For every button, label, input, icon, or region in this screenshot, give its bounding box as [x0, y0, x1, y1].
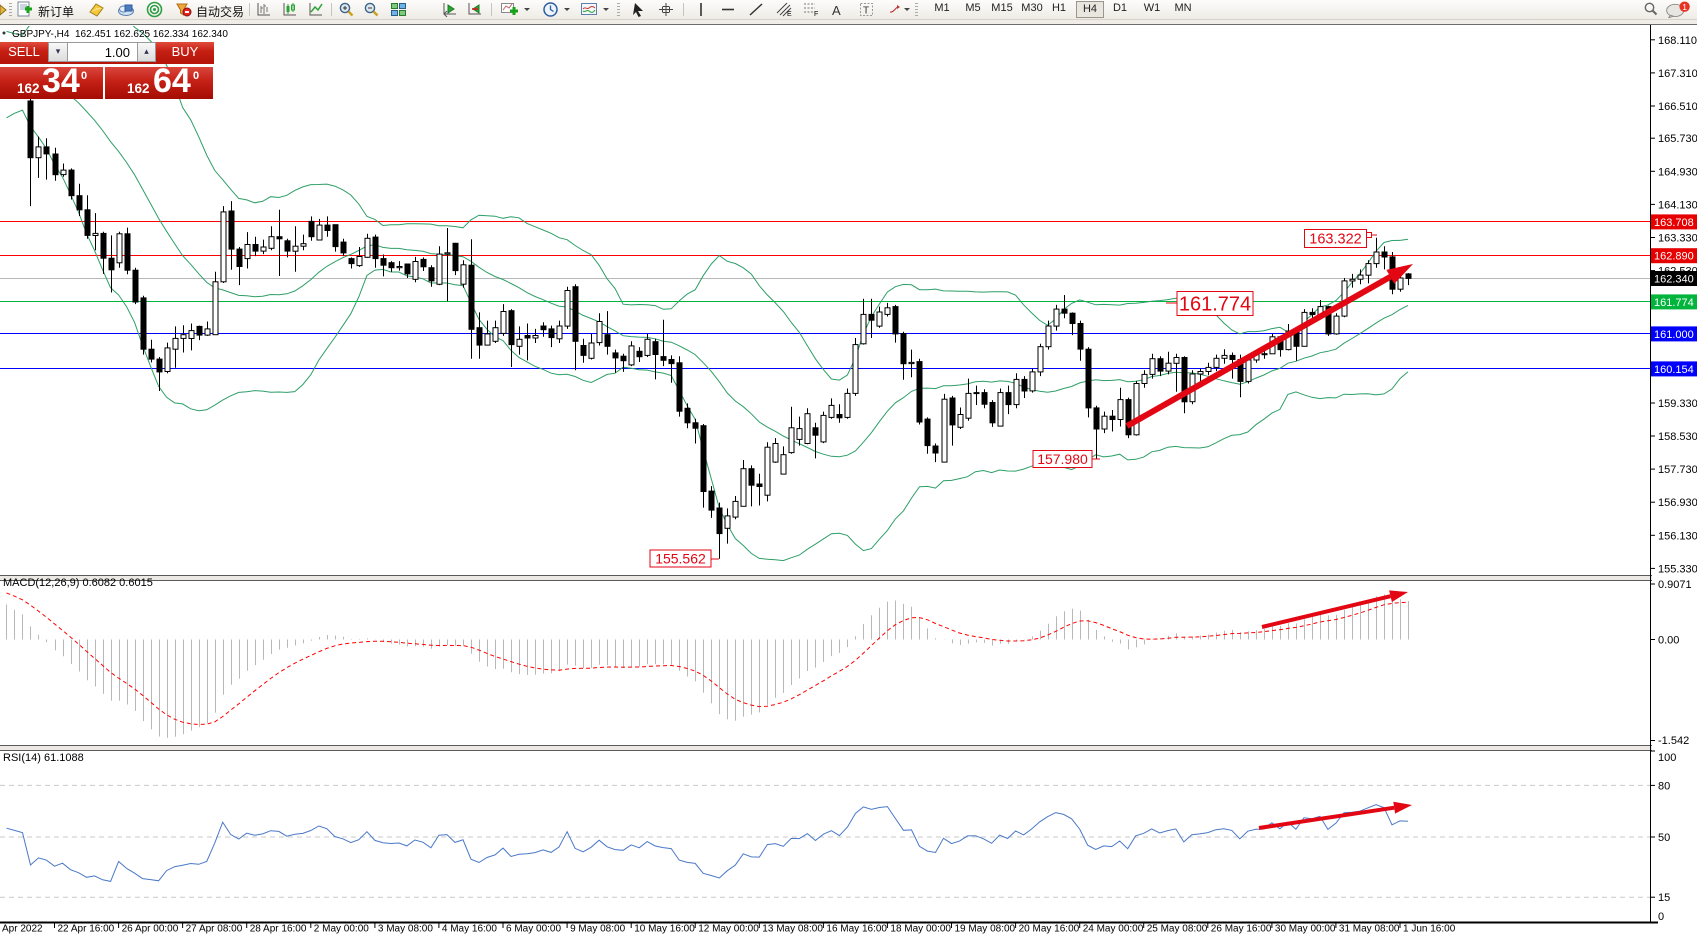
- svg-text:0.9071: 0.9071: [1658, 579, 1692, 591]
- svg-text:27 Apr 08:00: 27 Apr 08:00: [186, 924, 243, 935]
- svg-text:157.730: 157.730: [1658, 464, 1697, 476]
- svg-text:3 May 08:00: 3 May 08:00: [378, 924, 433, 935]
- svg-text:19 May 08:00: 19 May 08:00: [955, 924, 1016, 935]
- svg-text:168.110: 168.110: [1658, 35, 1697, 47]
- svg-text:156.930: 156.930: [1658, 497, 1697, 509]
- svg-text:163.330: 163.330: [1658, 233, 1697, 245]
- svg-text:1 Jun 16:00: 1 Jun 16:00: [1403, 924, 1456, 935]
- svg-text:161.774: 161.774: [1179, 294, 1251, 316]
- svg-text:10 May 16:00: 10 May 16:00: [634, 924, 695, 935]
- svg-text:Apr 2022: Apr 2022: [2, 924, 43, 935]
- svg-text:156.130: 156.130: [1658, 530, 1697, 542]
- svg-text:163.322: 163.322: [1309, 232, 1361, 248]
- svg-text:22 Apr 16:00: 22 Apr 16:00: [58, 924, 115, 935]
- svg-text:1: 1: [1682, 2, 1687, 12]
- svg-text:GBPJPY-,H4 162.451 162.625 16: GBPJPY-,H4 162.451 162.625 162.334 162.3…: [12, 29, 228, 40]
- svg-text:MACD(12,26,9) 0.6082 0.6015: MACD(12,26,9) 0.6082 0.6015: [3, 577, 153, 589]
- svg-text:4 May 16:00: 4 May 16:00: [442, 924, 497, 935]
- svg-text:20 May 16:00: 20 May 16:00: [1019, 924, 1080, 935]
- svg-text:13 May 08:00: 13 May 08:00: [762, 924, 823, 935]
- svg-text:9 May 08:00: 9 May 08:00: [570, 924, 625, 935]
- svg-text:0: 0: [1658, 911, 1664, 923]
- svg-text:T: T: [863, 6, 869, 17]
- svg-text:161.000: 161.000: [1654, 329, 1694, 341]
- svg-text:155.562: 155.562: [655, 550, 706, 566]
- svg-text:164.130: 164.130: [1658, 199, 1697, 211]
- svg-text:25 May 08:00: 25 May 08:00: [1147, 924, 1208, 935]
- svg-text:30 May 00:00: 30 May 00:00: [1275, 924, 1336, 935]
- svg-text:158.530: 158.530: [1658, 431, 1697, 443]
- svg-text:16 May 16:00: 16 May 16:00: [826, 924, 887, 935]
- svg-text:26 Apr 00:00: 26 Apr 00:00: [122, 924, 179, 935]
- svg-text:160.154: 160.154: [1654, 364, 1694, 376]
- svg-text:164.930: 164.930: [1658, 166, 1697, 178]
- svg-text:162.890: 162.890: [1654, 251, 1694, 263]
- svg-text:163.708: 163.708: [1654, 217, 1694, 229]
- svg-text:-1.542: -1.542: [1658, 735, 1689, 747]
- svg-text:E: E: [787, 11, 792, 18]
- svg-text:166.510: 166.510: [1658, 101, 1697, 113]
- svg-text:18 May 00:00: 18 May 00:00: [890, 924, 951, 935]
- svg-text:F: F: [814, 11, 818, 18]
- svg-text:155.330: 155.330: [1658, 563, 1697, 575]
- svg-text:24 May 00:00: 24 May 00:00: [1083, 924, 1144, 935]
- svg-text:159.330: 159.330: [1658, 398, 1697, 410]
- svg-text:26 May 16:00: 26 May 16:00: [1211, 924, 1272, 935]
- svg-text:50: 50: [1658, 832, 1670, 844]
- svg-text:28 Apr 16:00: 28 Apr 16:00: [250, 924, 307, 935]
- svg-text:RSI(14) 61.1088: RSI(14) 61.1088: [3, 752, 84, 764]
- svg-text:15: 15: [1658, 892, 1670, 904]
- svg-text:12 May 00:00: 12 May 00:00: [698, 924, 759, 935]
- svg-text:162.340: 162.340: [1654, 274, 1694, 286]
- svg-text:100: 100: [1658, 752, 1676, 764]
- svg-text:80: 80: [1658, 780, 1670, 792]
- svg-text:2 May 00:00: 2 May 00:00: [314, 924, 369, 935]
- svg-text:157.980: 157.980: [1037, 451, 1088, 467]
- svg-text:31 May 08:00: 31 May 08:00: [1339, 924, 1400, 935]
- svg-text:0.00: 0.00: [1658, 635, 1679, 647]
- svg-text:165.730: 165.730: [1658, 133, 1697, 145]
- svg-text:167.310: 167.310: [1658, 68, 1697, 80]
- svg-text:6 May 00:00: 6 May 00:00: [506, 924, 561, 935]
- svg-text:161.774: 161.774: [1654, 297, 1694, 309]
